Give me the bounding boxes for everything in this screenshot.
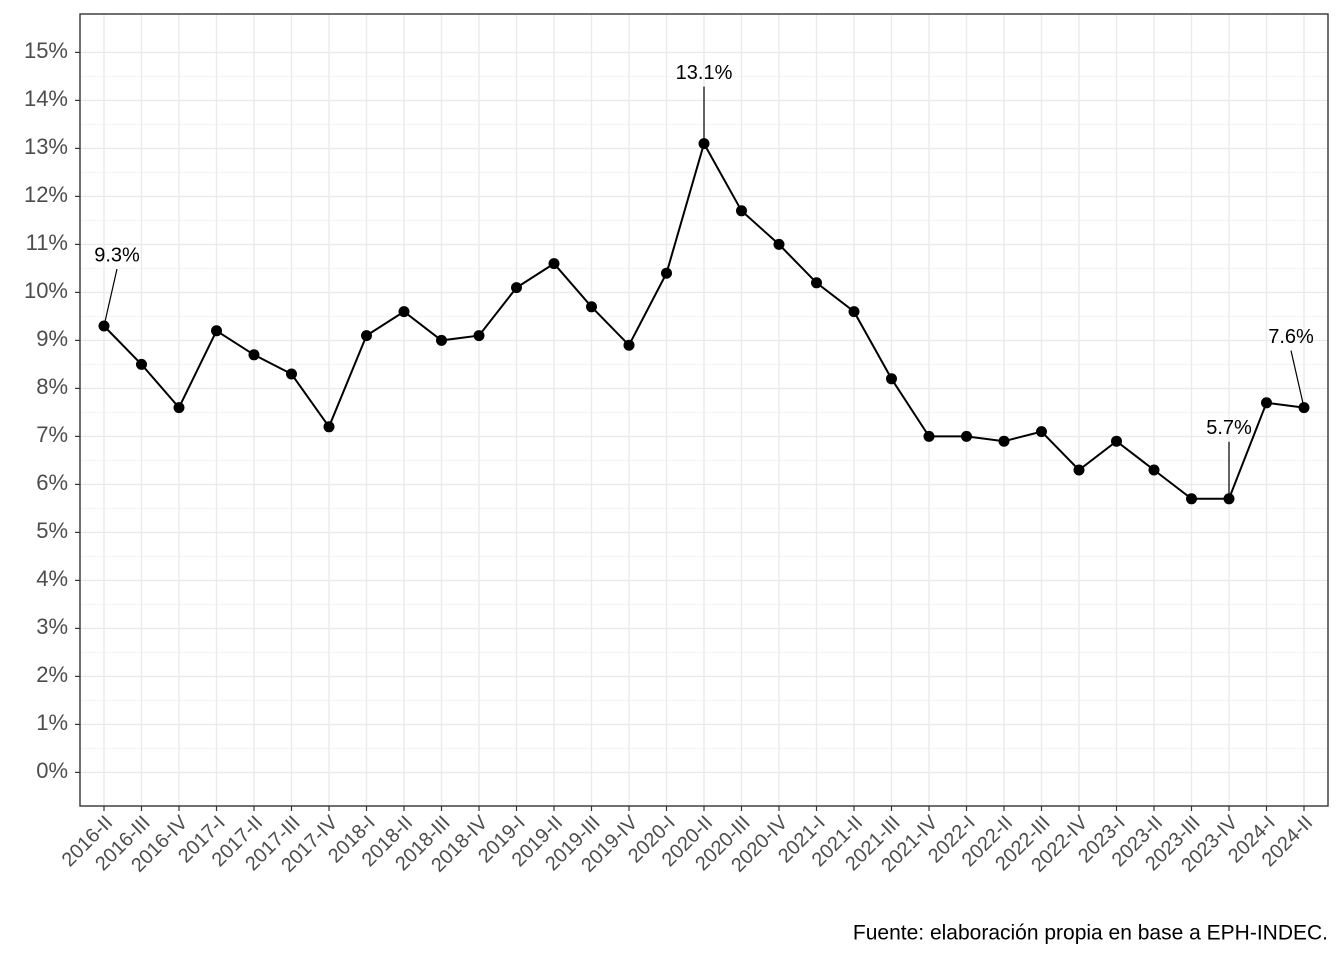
y-tick-label: 0% — [36, 758, 68, 783]
point — [361, 330, 372, 342]
point — [398, 306, 410, 318]
label-connector — [103, 268, 118, 327]
point — [436, 334, 447, 346]
point — [961, 430, 972, 442]
caption: Fuente: elaboración propia en base a EPH… — [853, 922, 1328, 945]
point — [923, 430, 935, 442]
point — [1111, 435, 1122, 447]
y-tick-label: 3% — [36, 614, 68, 639]
point — [473, 330, 485, 342]
y-tick-label: 10% — [24, 278, 68, 303]
point — [1186, 493, 1197, 505]
y-tick-label: 11% — [26, 230, 68, 255]
y-tick-label: 8% — [36, 374, 68, 399]
point — [323, 421, 335, 433]
point — [248, 349, 260, 361]
point — [1036, 426, 1047, 438]
point — [136, 358, 147, 370]
point — [1073, 464, 1085, 476]
y-tick-label: 14% — [24, 86, 68, 111]
y-tick-label: 5% — [36, 518, 68, 543]
point — [623, 339, 635, 351]
y-tick-label: 12% — [24, 182, 68, 207]
y-tick-label: 15% — [24, 38, 68, 63]
point — [173, 402, 185, 414]
point — [286, 368, 297, 380]
point — [773, 238, 785, 250]
y-tick-label: 7% — [36, 422, 68, 447]
point — [848, 306, 860, 318]
point — [1148, 464, 1160, 476]
point — [998, 435, 1010, 447]
y-tick-label: 2% — [36, 662, 68, 687]
point — [586, 301, 597, 313]
panel-border — [79, 13, 1329, 807]
point — [736, 205, 747, 217]
y-tick-label: 6% — [36, 470, 68, 495]
point — [548, 258, 560, 270]
point — [211, 325, 222, 337]
y-tick-label: 9% — [36, 326, 68, 351]
point — [811, 277, 822, 289]
label-connector — [1290, 350, 1305, 408]
y-tick-label: 13% — [24, 134, 68, 159]
point — [511, 282, 522, 294]
point — [1261, 397, 1272, 409]
data-label: 9.3% — [94, 244, 140, 266]
data-label: 13.1% — [676, 62, 733, 84]
point — [661, 267, 672, 279]
data-label: 7.6% — [1268, 326, 1314, 348]
data-label: 5.7% — [1206, 417, 1252, 439]
y-tick-label: 1% — [36, 710, 68, 735]
point — [886, 373, 897, 385]
y-tick-label: 4% — [36, 566, 68, 591]
